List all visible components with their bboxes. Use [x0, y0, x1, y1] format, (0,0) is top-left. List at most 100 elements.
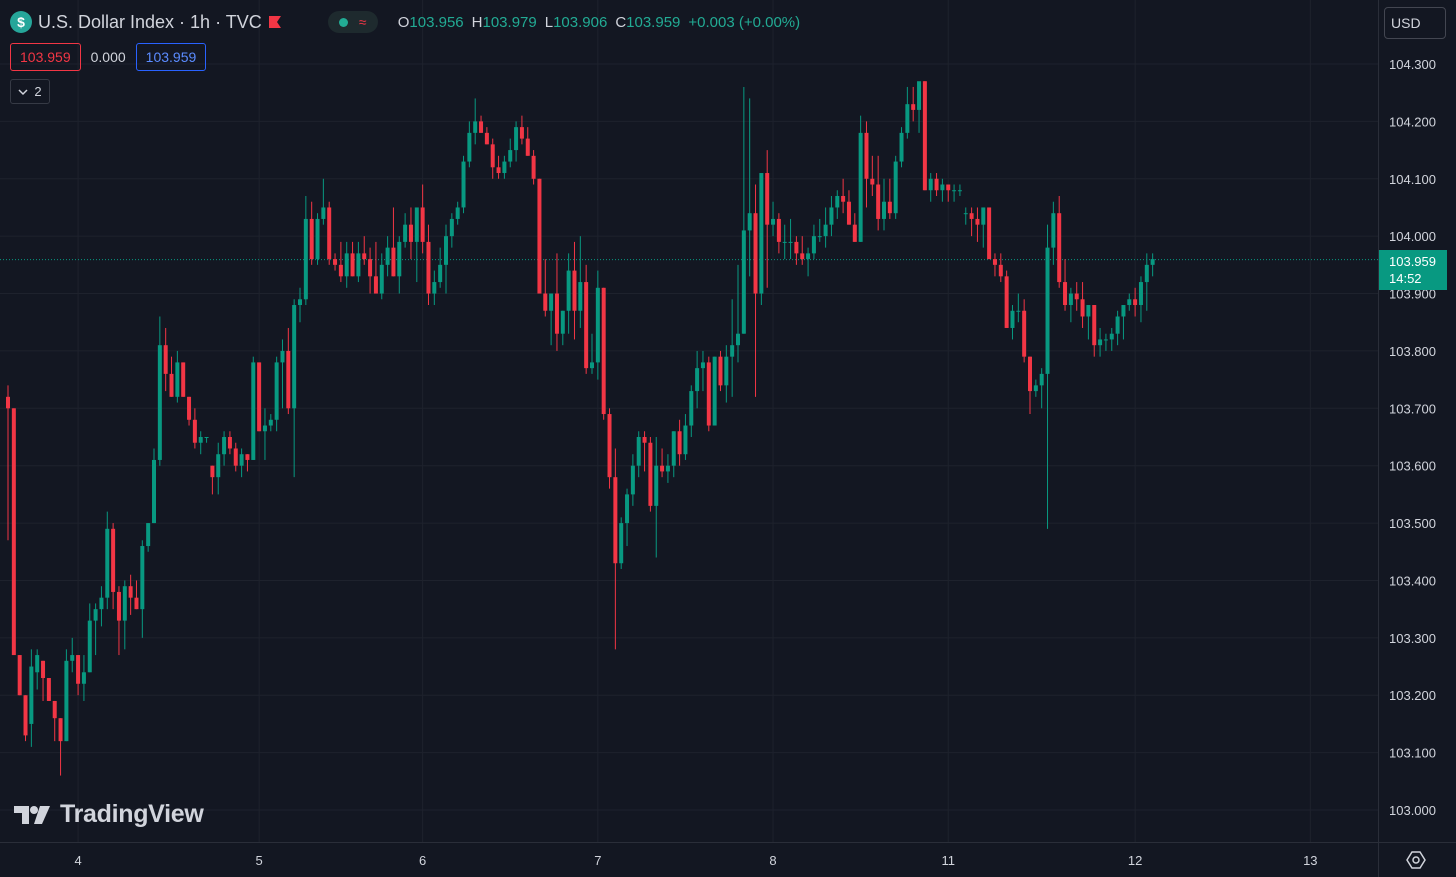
- candle: [806, 247, 811, 277]
- candle: [140, 540, 145, 638]
- candle-body: [461, 161, 466, 208]
- candle-body: [327, 207, 332, 260]
- candle: [572, 241, 577, 340]
- chart-settings-icon[interactable]: [1405, 849, 1427, 871]
- high-value: 103.979: [482, 13, 537, 31]
- candle-body: [689, 391, 694, 426]
- candle: [846, 190, 851, 225]
- currency-selector[interactable]: USD: [1384, 7, 1446, 39]
- candle-body: [356, 253, 361, 277]
- candle: [473, 98, 478, 145]
- ohlc-values: O103.956 H103.979 L103.906 C103.959 +0.0…: [398, 14, 800, 31]
- candle-body: [771, 218, 776, 225]
- candle-body: [146, 523, 151, 547]
- dollar-icon[interactable]: $: [10, 11, 32, 33]
- candle: [882, 178, 886, 231]
- candle: [940, 178, 945, 202]
- candle: [1028, 356, 1032, 415]
- candle-body: [1115, 316, 1120, 334]
- candle: [438, 247, 443, 288]
- candle-body: [619, 523, 624, 564]
- candle-body: [613, 477, 618, 564]
- candle: [531, 150, 536, 185]
- candle-body: [800, 253, 805, 260]
- candle-body: [99, 597, 104, 610]
- candle-body: [368, 259, 373, 277]
- candle-body: [473, 121, 478, 133]
- candle: [811, 224, 816, 260]
- candle-body: [753, 213, 758, 294]
- candle-body: [1068, 293, 1073, 306]
- candle: [741, 86, 746, 334]
- candle-body: [268, 419, 273, 426]
- time-axis[interactable]: 4 5 6 7 8 11 12 13: [74, 853, 1317, 868]
- candle-body: [736, 333, 740, 346]
- candle-body: [1022, 310, 1027, 357]
- candle-body: [636, 437, 641, 466]
- candle-body: [333, 259, 338, 265]
- market-status-icon[interactable]: ≈: [327, 11, 378, 33]
- candle-body: [811, 236, 816, 254]
- candle-body: [584, 282, 589, 369]
- candle: [893, 155, 898, 219]
- candle-body: [111, 528, 116, 592]
- candle-body: [625, 494, 630, 524]
- candle: [899, 127, 904, 168]
- candle-body: [76, 655, 81, 684]
- candle: [724, 345, 729, 403]
- candle: [595, 270, 600, 380]
- candle-body: [449, 218, 454, 237]
- candle-body: [1051, 213, 1056, 248]
- candle: [327, 201, 332, 265]
- candle: [227, 431, 232, 455]
- candle: [414, 207, 419, 283]
- candle: [677, 419, 682, 466]
- buy-button[interactable]: 103.959: [135, 43, 207, 71]
- candle-body: [52, 700, 57, 719]
- candle-body: [654, 465, 659, 506]
- symbol-title[interactable]: U.S. Dollar Index · 1h · TVC: [38, 11, 262, 32]
- candle: [344, 241, 349, 288]
- candle: [46, 678, 51, 701]
- candle: [163, 327, 168, 392]
- candle: [1022, 299, 1027, 363]
- candle: [922, 81, 927, 191]
- candle: [58, 718, 63, 776]
- candle-body: [566, 270, 571, 311]
- candle-body: [724, 356, 729, 386]
- candle-body: [537, 178, 542, 294]
- candle-body: [1010, 310, 1015, 328]
- candle: [397, 236, 402, 294]
- candle-body: [140, 546, 145, 610]
- candle: [1068, 287, 1073, 323]
- candle: [257, 362, 262, 432]
- indicators-toggle-button[interactable]: 2: [10, 79, 50, 104]
- price-tick-label: 104.100: [1389, 172, 1436, 187]
- flag-icon[interactable]: [268, 15, 282, 29]
- time-tick-label: 4: [74, 853, 81, 868]
- candle-body: [175, 362, 180, 397]
- candle-body: [841, 195, 846, 202]
- candle-body: [23, 695, 28, 736]
- candle: [338, 241, 343, 283]
- candle: [753, 184, 758, 397]
- sell-button[interactable]: 103.959: [10, 43, 81, 71]
- candle-body: [46, 678, 51, 701]
- market-open-dot-icon: [339, 17, 349, 27]
- candle: [6, 385, 10, 541]
- candle: [887, 178, 892, 219]
- price-tick-label: 103.700: [1389, 401, 1436, 416]
- candle: [864, 121, 869, 208]
- candle: [1138, 276, 1143, 323]
- candle-body: [467, 132, 472, 162]
- candle: [1109, 327, 1114, 351]
- candle-body: [414, 207, 419, 242]
- tradingview-logo-icon: [14, 805, 50, 824]
- candle-body: [1150, 259, 1155, 265]
- candle: [835, 190, 840, 219]
- candle: [560, 310, 565, 346]
- candle: [17, 655, 22, 696]
- price-axis[interactable]: 104.300 104.200 104.100 104.000 103.900 103.8…: [1389, 57, 1436, 818]
- candle-body: [251, 362, 256, 460]
